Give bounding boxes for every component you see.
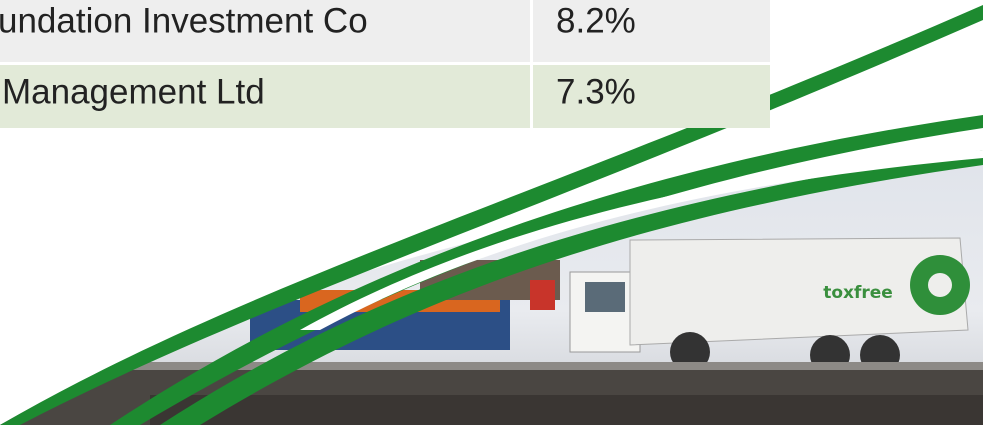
truck-emblem-core [928, 273, 952, 297]
truck-window [585, 282, 625, 312]
slide: toxfree undation Investment Co 8.2% Mana… [0, 0, 983, 425]
dock-shadow [150, 395, 983, 425]
table: undation Investment Co 8.2% Management L… [0, 0, 770, 128]
table-cell-text: undation Investment Co [0, 1, 368, 40]
table-cell-text: 7.3% [556, 72, 636, 111]
table-cell-text: Management Ltd [2, 72, 265, 111]
table-cell-text: 8.2% [556, 1, 636, 40]
boat-detail [530, 280, 555, 310]
slide-canvas: toxfree undation Investment Co 8.2% Mana… [0, 0, 983, 425]
truck-logo: toxfree [823, 283, 893, 303]
